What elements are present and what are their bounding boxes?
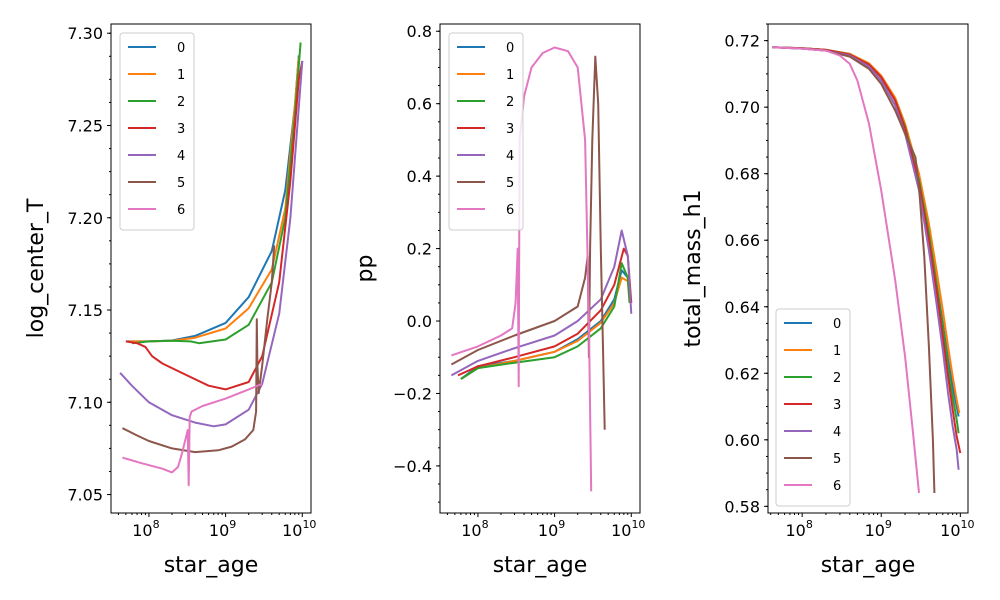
y-tick-label: 7.05 [67, 486, 103, 505]
legend-label: 3 [177, 122, 185, 137]
y-axis-label: total_mass_h1 [681, 189, 706, 347]
series-group [450, 46, 633, 492]
y-tick-label: 7.25 [67, 116, 103, 135]
x-tick-exponent: 10 [302, 518, 316, 531]
legend: 0 1 2 3 4 5 6 [448, 32, 524, 231]
series-line-3 [125, 60, 304, 391]
x-axis-label: star_age [164, 553, 259, 578]
legend-box [119, 32, 195, 231]
x-tick-exponent: 9 [885, 518, 892, 531]
legend-label: 0 [177, 41, 185, 56]
y-tick-label: 7.10 [67, 393, 103, 412]
legend-label: 1 [177, 68, 185, 83]
y-tick-label: 7.30 [67, 24, 103, 43]
chart-panel-total-mass-h1: 108 109 10100.580.600.620.640.660.680.700.… [681, 23, 975, 578]
legend: 0 1 2 3 4 5 6 [119, 32, 195, 231]
axes-frame [767, 23, 969, 514]
x-axis-label: star_age [821, 553, 916, 578]
legend-label: 3 [833, 398, 841, 413]
x-tick-label: 1010 [282, 518, 316, 540]
legend-label: 5 [177, 176, 185, 191]
axes-frame [110, 23, 312, 514]
y-tick-label: −0.4 [393, 457, 432, 476]
x-tick-exponent: 8 [806, 518, 813, 531]
series-group [772, 46, 962, 494]
legend-label: 2 [177, 95, 185, 110]
y-tick-label: 0.72 [724, 32, 760, 51]
x-tick-exponent: 10 [631, 518, 645, 531]
y-tick-label: 0.68 [724, 165, 760, 184]
y-axis-label: log_center_T [24, 198, 49, 338]
y-tick-label: 0.8 [407, 22, 432, 41]
chart-panel-pp: 108 109 1010−0.4−0.20.00.20.40.60.8star_ag… [353, 22, 645, 578]
y-axis-label: pp [353, 255, 378, 283]
x-tick-base: 10 [785, 521, 805, 540]
legend-label: 3 [506, 122, 514, 137]
y-tick-label: 7.15 [67, 301, 103, 320]
x-tick-exponent: 8 [153, 518, 160, 531]
axes-frame [439, 23, 641, 514]
x-tick-base: 10 [611, 521, 631, 540]
x-tick-label: 1010 [611, 518, 645, 540]
x-tick-label: 109 [209, 518, 236, 540]
legend-label: 0 [506, 41, 514, 56]
y-tick-label: 0.64 [724, 298, 760, 317]
x-tick-label: 109 [865, 518, 892, 540]
x-tick-base: 10 [940, 521, 960, 540]
y-tick-label: 0.66 [724, 231, 760, 250]
x-tick-label: 109 [538, 518, 565, 540]
series-group [119, 42, 304, 487]
legend-label: 5 [833, 452, 841, 467]
y-tick-label: 0.70 [724, 98, 760, 117]
x-axis-label: star_age [493, 553, 588, 578]
x-tick-base: 10 [282, 521, 302, 540]
y-tick-label: 0.2 [407, 240, 432, 259]
y-tick-label: 7.20 [67, 209, 103, 228]
legend-label: 6 [177, 203, 185, 218]
y-tick-label: 0.4 [407, 167, 432, 186]
legend-label: 4 [833, 425, 841, 440]
legend-label: 5 [506, 176, 514, 191]
x-tick-base: 10 [865, 521, 885, 540]
series-line-2 [131, 42, 302, 345]
y-tick-label: 0.6 [407, 95, 432, 114]
legend-label: 2 [506, 95, 514, 110]
legend-label: 4 [506, 149, 514, 164]
series-line-6 [451, 46, 593, 492]
x-tick-label: 108 [785, 518, 812, 540]
legend-label: 1 [506, 68, 514, 83]
x-tick-base: 10 [461, 521, 481, 540]
legend-box [448, 32, 524, 231]
x-tick-exponent: 10 [961, 518, 975, 531]
chart-panel-log-center-t: 108 109 10107.057.107.157.207.257.30star_a… [24, 23, 316, 578]
legend-label: 6 [506, 203, 514, 218]
series-line-6 [122, 382, 263, 487]
x-tick-label: 1010 [940, 518, 974, 540]
y-tick-label: 0.60 [724, 431, 760, 450]
series-line-2 [460, 262, 631, 380]
x-tick-base: 10 [132, 521, 152, 540]
x-tick-label: 108 [132, 518, 159, 540]
series-line-6 [772, 46, 920, 494]
series-line-4 [119, 60, 304, 428]
series-line-5 [121, 245, 276, 454]
y-tick-label: 0.0 [407, 312, 432, 331]
y-tick-label: 0.58 [724, 497, 760, 516]
legend: 0 1 2 3 4 5 6 [775, 308, 851, 507]
x-tick-base: 10 [538, 521, 558, 540]
y-tick-label: 0.62 [724, 364, 760, 383]
legend-label: 4 [177, 149, 185, 164]
legend-box [775, 308, 851, 507]
legend-label: 0 [833, 317, 841, 332]
x-tick-exponent: 9 [229, 518, 236, 531]
x-tick-label: 108 [461, 518, 488, 540]
legend-label: 2 [833, 371, 841, 386]
y-tick-label: −0.2 [393, 384, 432, 403]
legend-label: 6 [833, 479, 841, 494]
x-tick-exponent: 8 [482, 518, 489, 531]
x-tick-exponent: 9 [558, 518, 565, 531]
legend-label: 1 [833, 344, 841, 359]
x-tick-base: 10 [209, 521, 229, 540]
